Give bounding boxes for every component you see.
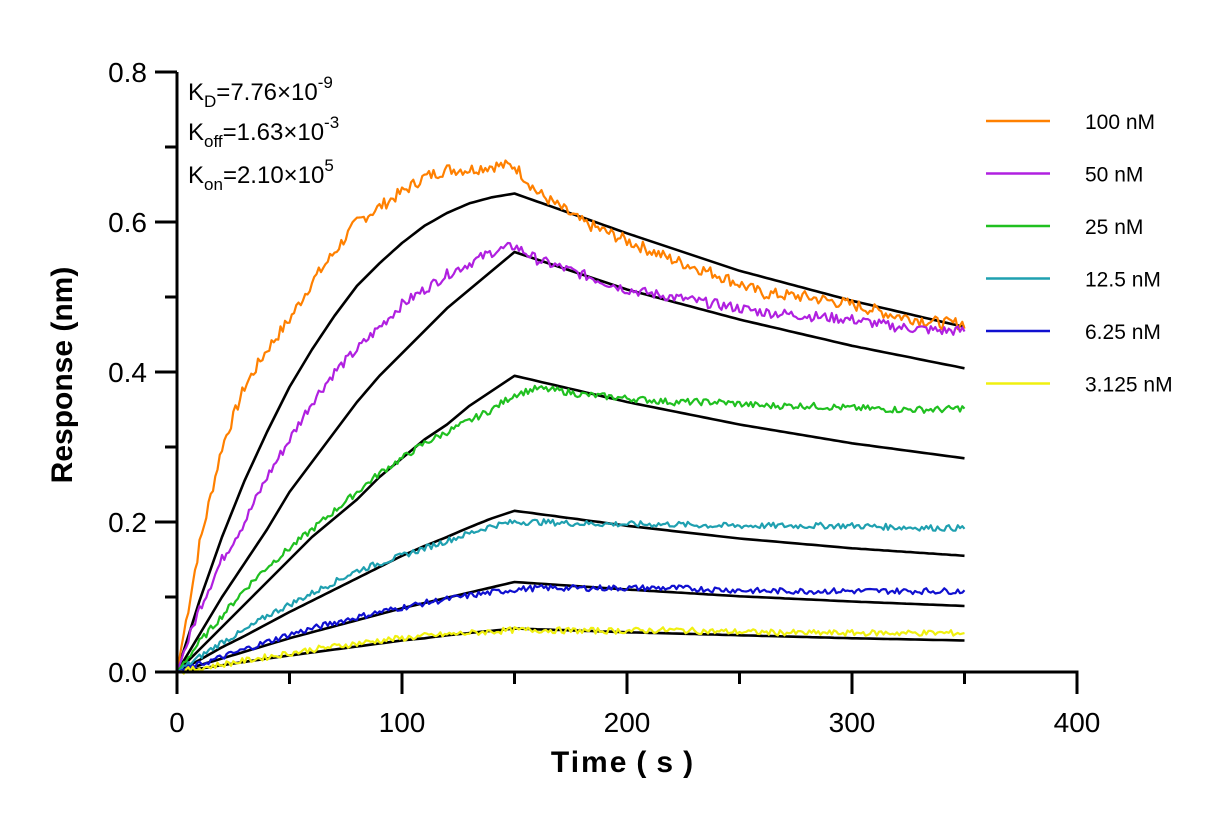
legend-label: 3.125 nM bbox=[1085, 374, 1173, 397]
fit-line-2 bbox=[176, 374, 965, 673]
y-tick-label: 0.2 bbox=[108, 507, 147, 538]
x-axis-title: Time ( s ) bbox=[551, 746, 695, 779]
axes-layer: 0.0 0.2 0.4 0.6 0.8 0 100 200 300 400 bbox=[108, 57, 1100, 738]
series-line-4 bbox=[176, 584, 966, 674]
x-tick-label: 300 bbox=[829, 707, 876, 738]
kinetic-constants: KD=7.76×10-9 Koff=1.63×10-3 Kon=2.10×105 bbox=[188, 73, 339, 194]
x-tick-label: 400 bbox=[1054, 707, 1101, 738]
legend-label: 25 nM bbox=[1085, 216, 1143, 239]
y-tick-label: 0.8 bbox=[108, 57, 147, 88]
series-line-3 bbox=[176, 518, 966, 673]
y-tick-label: 0.4 bbox=[108, 357, 147, 388]
fit-line-3 bbox=[176, 509, 965, 674]
x-tick-label: 0 bbox=[169, 707, 185, 738]
x-tick-label: 100 bbox=[379, 707, 426, 738]
legend-label: 6.25 nM bbox=[1085, 321, 1161, 344]
y-tick-label: 0.6 bbox=[108, 207, 147, 238]
series-line-0 bbox=[175, 159, 966, 673]
legend-label: 50 nM bbox=[1085, 164, 1143, 187]
series-line-2 bbox=[176, 384, 966, 673]
y-tick-label: 0.0 bbox=[108, 657, 147, 688]
koff-annotation: Koff=1.63×10-3 bbox=[188, 113, 339, 151]
fit-line-1 bbox=[175, 250, 965, 673]
series-line-5 bbox=[176, 626, 965, 675]
legend: 100 nM 50 nM 25 nM 12.5 nM 6.25 nM 3.125 nM bbox=[986, 111, 1173, 397]
x-tick-label: 200 bbox=[604, 707, 651, 738]
y-axis-title: Response (nm) bbox=[46, 267, 79, 484]
legend-label: 100 nM bbox=[1085, 111, 1155, 134]
data-curves-layer bbox=[175, 159, 966, 675]
kon-annotation: Kon=2.10×105 bbox=[188, 156, 334, 194]
series-line-1 bbox=[175, 241, 966, 673]
fit-line-4 bbox=[176, 580, 965, 674]
kd-annotation: KD=7.76×10-9 bbox=[188, 73, 333, 111]
legend-label: 12.5 nM bbox=[1085, 269, 1161, 292]
